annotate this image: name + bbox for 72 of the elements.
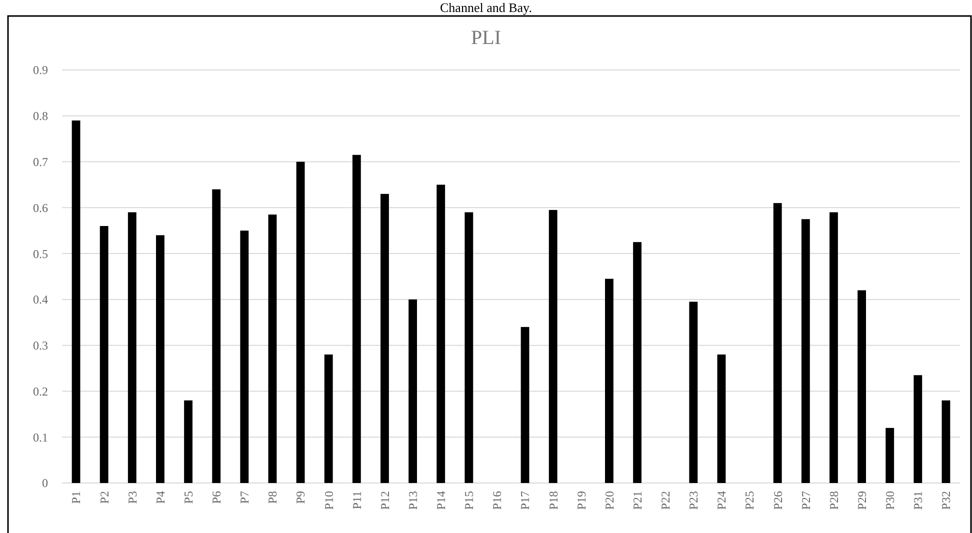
y-tick-label: 0 — [42, 476, 48, 490]
x-tick-label: P14 — [434, 491, 448, 510]
bar — [72, 120, 80, 483]
y-tick-label: 0.8 — [33, 109, 48, 124]
chart-title: PLI — [471, 27, 501, 49]
x-tick-label: P20 — [602, 491, 616, 510]
x-tick-label: P16 — [490, 491, 504, 510]
bar — [324, 354, 333, 483]
x-tick-label: P7 — [238, 491, 252, 504]
x-tick-label: P6 — [210, 491, 224, 504]
bar — [100, 226, 108, 483]
text: Channel and Bay. — [440, 0, 532, 15]
x-tick-label: P29 — [854, 491, 869, 510]
bar — [633, 242, 642, 483]
bar — [128, 212, 136, 483]
y-tick-label: 0.1 — [33, 430, 48, 444]
bar — [268, 214, 277, 483]
bar — [184, 400, 192, 483]
x-tick-label: P10 — [322, 491, 336, 510]
bar — [212, 189, 221, 483]
bar — [464, 212, 474, 483]
x-tick-label: P25 — [742, 491, 757, 510]
bar — [942, 400, 950, 483]
bar — [548, 210, 558, 483]
y-tick-label: 0.6 — [33, 200, 48, 215]
x-tick-label: P5 — [181, 491, 196, 504]
x-tick-label: P24 — [714, 491, 729, 510]
x-tick-label: P27 — [798, 491, 813, 510]
bar — [380, 194, 389, 483]
bar — [773, 203, 782, 483]
bar — [605, 278, 614, 483]
bar — [886, 428, 894, 483]
bar — [717, 354, 726, 483]
x-tick-label: P9 — [294, 491, 308, 504]
x-tick-label: P3 — [125, 491, 140, 504]
x-tick-label: P26 — [770, 491, 785, 510]
y-tick-label: 0.7 — [33, 154, 48, 169]
y-tick-label: 0.5 — [33, 246, 48, 261]
x-tick-label: P28 — [826, 491, 841, 510]
bar — [801, 219, 810, 483]
x-tick-label: P4 — [153, 491, 168, 504]
x-tick-label: P32 — [939, 491, 954, 510]
x-tick-label: P11 — [350, 491, 364, 510]
x-tick-label: P22 — [658, 491, 673, 510]
x-tick-label: P21 — [630, 491, 644, 510]
y-tick-label: 0.3 — [33, 338, 48, 353]
bar — [408, 299, 417, 483]
x-tick-label: P19 — [574, 491, 588, 510]
bar — [830, 212, 838, 483]
x-tick-label: P1 — [69, 491, 84, 504]
x-tick-label: P17 — [518, 491, 532, 510]
x-tick-label: P12 — [378, 491, 392, 510]
x-tick-label: P18 — [546, 491, 560, 510]
x-tick-label: P30 — [883, 491, 898, 510]
bar — [858, 290, 866, 483]
x-tick-label: P31 — [911, 491, 926, 510]
x-tick-label: P23 — [686, 491, 701, 510]
x-tick-label: P8 — [266, 491, 280, 504]
x-tick-label: P2 — [97, 491, 112, 504]
y-tick-label: 0.2 — [33, 384, 48, 398]
y-tick-label: 0.4 — [33, 292, 48, 307]
bar — [240, 230, 249, 483]
bar — [296, 162, 305, 483]
x-tick-label: P15 — [462, 491, 476, 510]
bar — [436, 184, 446, 483]
bar — [914, 375, 922, 483]
bar — [352, 154, 361, 483]
bar — [520, 326, 530, 483]
x-tick-label: P13 — [406, 491, 420, 510]
bar — [156, 235, 164, 483]
bar — [689, 302, 698, 483]
y-tick-label: 0.9 — [33, 63, 48, 78]
